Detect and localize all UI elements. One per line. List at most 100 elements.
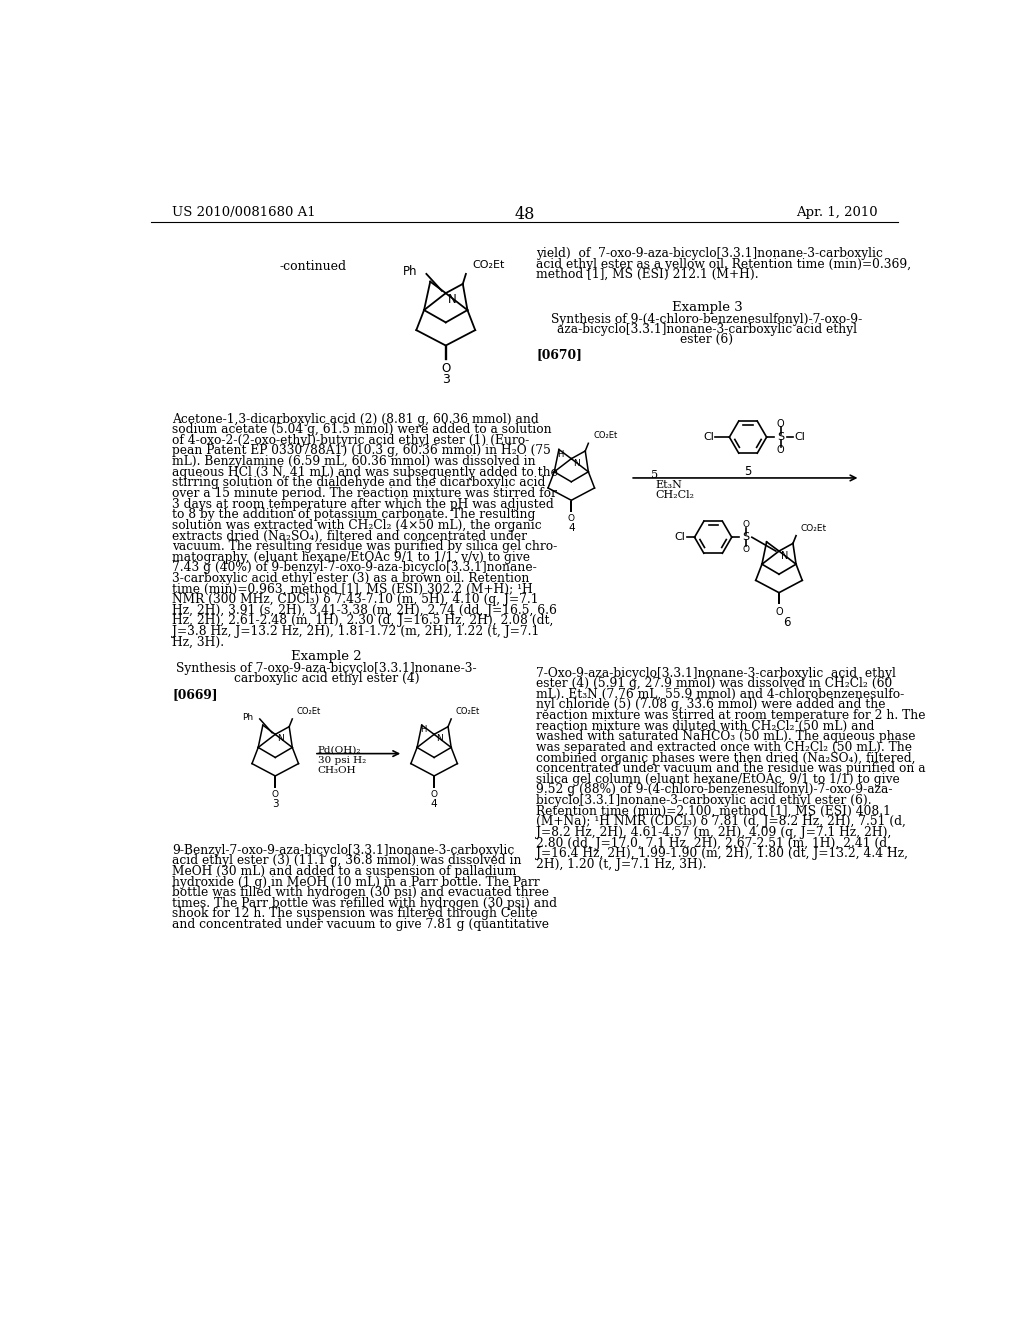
Text: Acetone-1,3-dicarboxylic acid (2) (8.81 g, 60.36 mmol) and: Acetone-1,3-dicarboxylic acid (2) (8.81 …	[172, 412, 539, 425]
Text: Pd(OH)₂: Pd(OH)₂	[317, 746, 361, 755]
Text: shook for 12 h. The suspension was filtered through Celite: shook for 12 h. The suspension was filte…	[172, 907, 538, 920]
Text: 2.80 (dd, J=17.0, 7.1 Hz, 2H), 2.67-2.51 (m, 1H), 2.41 (d,: 2.80 (dd, J=17.0, 7.1 Hz, 2H), 2.67-2.51…	[537, 837, 892, 850]
Text: Ph: Ph	[402, 265, 417, 279]
Text: S: S	[742, 532, 750, 543]
Text: aqueous HCl (3 N, 41 mL) and was subsequently added to the: aqueous HCl (3 N, 41 mL) and was subsequ…	[172, 466, 558, 479]
Text: S: S	[777, 432, 784, 442]
Text: yield)  of  7-oxo-9-aza-bicyclo[3.3.1]nonane-3-carboxylic: yield) of 7-oxo-9-aza-bicyclo[3.3.1]nona…	[537, 247, 884, 260]
Text: over a 15 minute period. The reaction mixture was stirred for: over a 15 minute period. The reaction mi…	[172, 487, 557, 500]
Text: concentrated under vacuum and the residue was purified on a: concentrated under vacuum and the residu…	[537, 762, 926, 775]
Text: bottle was filled with hydrogen (30 psi) and evacuated three: bottle was filled with hydrogen (30 psi)…	[172, 886, 549, 899]
Text: N: N	[780, 550, 787, 561]
Text: 7-Oxo-9-aza-bicyclo[3.3.1]nonane-3-carboxylic  acid  ethyl: 7-Oxo-9-aza-bicyclo[3.3.1]nonane-3-carbo…	[537, 667, 896, 680]
Text: (M+Na); ¹H NMR (CDCl₃) δ 7.81 (d, J=8.2 Hz, 2H), 7.51 (d,: (M+Na); ¹H NMR (CDCl₃) δ 7.81 (d, J=8.2 …	[537, 816, 906, 829]
Text: Ph: Ph	[242, 713, 253, 722]
Text: H: H	[420, 725, 426, 734]
Text: reaction mixture was diluted with CH₂Cl₂ (50 mL) and: reaction mixture was diluted with CH₂Cl₂…	[537, 719, 874, 733]
Text: of 4-oxo-2-(2-oxo-ethyl)-butyric acid ethyl ester (1) (Euro-: of 4-oxo-2-(2-oxo-ethyl)-butyric acid et…	[172, 434, 529, 446]
Text: Hz, 2H), 2.61-2.48 (m, 1H), 2.30 (d, J=16.5 Hz, 2H), 2.08 (dt,: Hz, 2H), 2.61-2.48 (m, 1H), 2.30 (d, J=1…	[172, 614, 554, 627]
Text: O: O	[271, 789, 279, 799]
Text: N: N	[276, 734, 284, 743]
Text: Retention time (min)=2.100, method [1], MS (ESI) 408.1: Retention time (min)=2.100, method [1], …	[537, 805, 891, 817]
Text: O: O	[777, 445, 784, 455]
Text: hydroxide (1 g) in MeOH (10 mL) in a Parr bottle. The Parr: hydroxide (1 g) in MeOH (10 mL) in a Par…	[172, 875, 540, 888]
Text: Synthesis of 9-(4-chloro-benzenesulfonyl)-7-oxo-9-: Synthesis of 9-(4-chloro-benzenesulfonyl…	[551, 313, 862, 326]
Text: nyl chloride (5) (7.08 g, 33.6 mmol) were added and the: nyl chloride (5) (7.08 g, 33.6 mmol) wer…	[537, 698, 886, 711]
Text: and concentrated under vacuum to give 7.81 g (quantitative: and concentrated under vacuum to give 7.…	[172, 919, 549, 931]
Text: 6: 6	[783, 615, 791, 628]
Text: ester (6): ester (6)	[680, 333, 733, 346]
Text: method [1], MS (ESI) 212.1 (M+H).: method [1], MS (ESI) 212.1 (M+H).	[537, 268, 759, 281]
Text: bicyclo[3.3.1]nonane-3-carboxylic acid ethyl ester (6).: bicyclo[3.3.1]nonane-3-carboxylic acid e…	[537, 795, 872, 807]
Text: O: O	[441, 363, 451, 375]
Text: O: O	[777, 418, 784, 429]
Text: N: N	[572, 459, 580, 467]
Text: 4: 4	[431, 799, 437, 809]
Text: Synthesis of 7-oxo-9-aza-bicyclo[3.3.1]nonane-3-: Synthesis of 7-oxo-9-aza-bicyclo[3.3.1]n…	[176, 663, 477, 675]
Text: CO₂Et: CO₂Et	[297, 708, 322, 715]
Text: CH₃OH: CH₃OH	[317, 766, 356, 775]
Text: N: N	[435, 734, 442, 743]
Text: 3: 3	[272, 799, 279, 809]
Text: reaction mixture was stirred at room temperature for 2 h. The: reaction mixture was stirred at room tem…	[537, 709, 926, 722]
Text: mL). Benzylamine (6.59 mL, 60.36 mmol) was dissolved in: mL). Benzylamine (6.59 mL, 60.36 mmol) w…	[172, 455, 536, 469]
Text: combined organic phases were then dried (Na₂SO₄), filtered,: combined organic phases were then dried …	[537, 751, 915, 764]
Text: ester (4) (5.91 g, 27.9 mmol) was dissolved in CH₂Cl₂ (60: ester (4) (5.91 g, 27.9 mmol) was dissol…	[537, 677, 893, 690]
Text: CO₂Et: CO₂Et	[593, 432, 617, 441]
Text: CO₂Et: CO₂Et	[801, 524, 826, 533]
Text: 5: 5	[651, 470, 658, 480]
Text: to 8 by the addition of potassium carbonate. The resulting: to 8 by the addition of potassium carbon…	[172, 508, 536, 521]
Text: Example 2: Example 2	[291, 649, 361, 663]
Text: Hz, 3H).: Hz, 3H).	[172, 636, 224, 648]
Text: acid ethyl ester as a yellow oil. Retention time (min)=0.369,: acid ethyl ester as a yellow oil. Retent…	[537, 257, 911, 271]
Text: [0670]: [0670]	[537, 348, 583, 362]
Text: was separated and extracted once with CH₂Cl₂ (50 mL). The: was separated and extracted once with CH…	[537, 741, 912, 754]
Text: O: O	[742, 545, 750, 554]
Text: 7.43 g (40%) of 9-benzyl-7-oxo-9-aza-bicyclo[3.3.1]nonane-: 7.43 g (40%) of 9-benzyl-7-oxo-9-aza-bic…	[172, 561, 537, 574]
Text: N: N	[449, 293, 457, 306]
Text: 48: 48	[515, 206, 535, 223]
Text: 5: 5	[744, 465, 752, 478]
Text: J=3.8 Hz, J=13.2 Hz, 2H), 1.81-1.72 (m, 2H), 1.22 (t, J=7.1: J=3.8 Hz, J=13.2 Hz, 2H), 1.81-1.72 (m, …	[172, 626, 540, 638]
Text: mL). Et₃N (7.76 mL, 55.9 mmol) and 4-chlorobenzenesulfo-: mL). Et₃N (7.76 mL, 55.9 mmol) and 4-chl…	[537, 688, 904, 701]
Text: 3-carboxylic acid ethyl ester (3) as a brown oil. Retention: 3-carboxylic acid ethyl ester (3) as a b…	[172, 572, 529, 585]
Text: NMR (300 MHz, CDCl₃) δ 7.43-7.10 (m, 5H), 4.10 (q, J=7.1: NMR (300 MHz, CDCl₃) δ 7.43-7.10 (m, 5H)…	[172, 593, 539, 606]
Text: 2H), 1.20 (t, J=7.1 Hz, 3H).: 2H), 1.20 (t, J=7.1 Hz, 3H).	[537, 858, 707, 871]
Text: 30 psi H₂: 30 psi H₂	[317, 756, 367, 764]
Text: J=8.2 Hz, 2H), 4.61-4.57 (m, 2H), 4.09 (q, J=7.1 Hz, 2H),: J=8.2 Hz, 2H), 4.61-4.57 (m, 2H), 4.09 (…	[537, 826, 892, 840]
Text: CO₂Et: CO₂Et	[472, 260, 505, 271]
Text: CO₂Et: CO₂Et	[456, 708, 480, 715]
Text: Cl: Cl	[795, 432, 805, 442]
Text: O: O	[775, 607, 782, 616]
Text: J=16.4 Hz, 2H), 1.99-1.90 (m, 2H), 1.80 (dt, J=13.2, 4.4 Hz,: J=16.4 Hz, 2H), 1.99-1.90 (m, 2H), 1.80 …	[537, 847, 908, 861]
Text: 9-Benzyl-7-oxo-9-aza-bicyclo[3.3.1]nonane-3-carboxylic: 9-Benzyl-7-oxo-9-aza-bicyclo[3.3.1]nonan…	[172, 843, 514, 857]
Text: 3: 3	[441, 374, 450, 387]
Text: Example 3: Example 3	[672, 301, 742, 314]
Text: H: H	[557, 450, 563, 458]
Text: -continued: -continued	[280, 260, 346, 273]
Text: Hz, 2H), 3.91 (s, 2H), 3.41-3.38 (m, 2H), 2.74 (dd, J=16.5, 6.6: Hz, 2H), 3.91 (s, 2H), 3.41-3.38 (m, 2H)…	[172, 603, 557, 616]
Text: pean Patent EP 0330788A1) (10.3 g, 60.36 mmol) in H₂O (75: pean Patent EP 0330788A1) (10.3 g, 60.36…	[172, 445, 551, 457]
Text: 9.52 g (88%) of 9-(4-chloro-benzenesulfonyl)-7-oxo-9-aza-: 9.52 g (88%) of 9-(4-chloro-benzenesulfo…	[537, 784, 893, 796]
Text: vacuum. The resulting residue was purified by silica gel chro-: vacuum. The resulting residue was purifi…	[172, 540, 557, 553]
Text: 3 days at room temperature after which the pH was adjusted: 3 days at room temperature after which t…	[172, 498, 554, 511]
Text: 4: 4	[568, 524, 574, 533]
Text: silica gel column (eluant hexane/EtOAc, 9/1 to 1/1) to give: silica gel column (eluant hexane/EtOAc, …	[537, 774, 900, 785]
Text: time (min)=0.963, method [1], MS (ESI) 302.2 (M+H); ¹H: time (min)=0.963, method [1], MS (ESI) 3…	[172, 582, 532, 595]
Text: aza-bicyclo[3.3.1]nonane-3-carboxylic acid ethyl: aza-bicyclo[3.3.1]nonane-3-carboxylic ac…	[557, 323, 857, 337]
Text: extracts dried (Na₂SO₄), filtered and concentrated under: extracts dried (Na₂SO₄), filtered and co…	[172, 529, 527, 543]
Text: times. The Parr bottle was refilled with hydrogen (30 psi) and: times. The Parr bottle was refilled with…	[172, 896, 557, 909]
Text: O: O	[567, 515, 574, 523]
Text: Cl: Cl	[675, 532, 685, 543]
Text: CH₂Cl₂: CH₂Cl₂	[655, 490, 694, 500]
Text: O: O	[742, 520, 750, 529]
Text: O: O	[431, 789, 437, 799]
Text: Apr. 1, 2010: Apr. 1, 2010	[796, 206, 878, 219]
Text: [0669]: [0669]	[172, 688, 218, 701]
Text: MeOH (30 mL) and added to a suspension of palladium: MeOH (30 mL) and added to a suspension o…	[172, 865, 516, 878]
Text: carboxylic acid ethyl ester (4): carboxylic acid ethyl ester (4)	[233, 672, 419, 685]
Text: Cl: Cl	[703, 432, 714, 442]
Text: sodium acetate (5.04 g, 61.5 mmol) were added to a solution: sodium acetate (5.04 g, 61.5 mmol) were …	[172, 424, 552, 436]
Text: Et₃N: Et₃N	[655, 480, 682, 490]
Text: acid ethyl ester (3) (11.1 g, 36.8 mmol) was dissolved in: acid ethyl ester (3) (11.1 g, 36.8 mmol)…	[172, 854, 521, 867]
